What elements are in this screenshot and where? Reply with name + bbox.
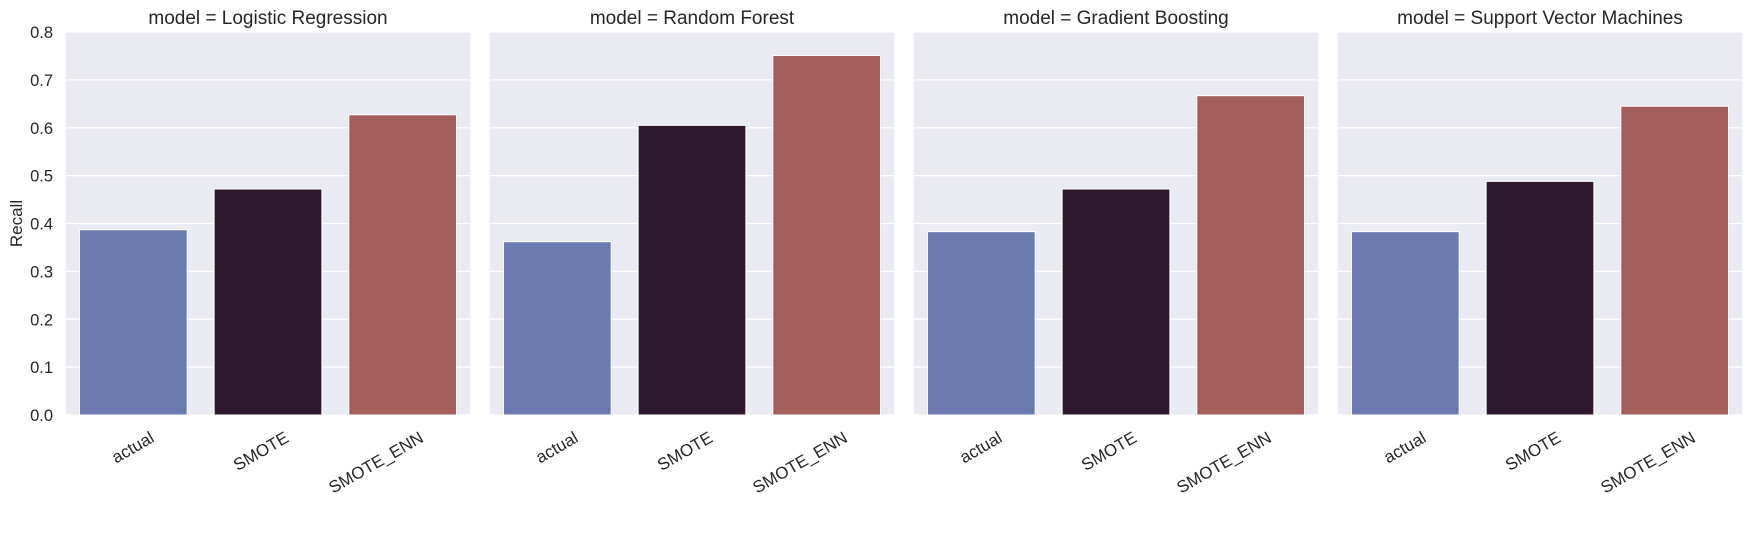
bar-smote	[637, 124, 747, 416]
x-tick-label: actual	[957, 428, 1006, 467]
x-tick-label: SMOTE	[1078, 428, 1140, 475]
panel-title: model = Logistic Regression	[148, 8, 387, 29]
facet-panel-3: model = Gradient Boosting actual SMOTE SMOT…	[914, 8, 1318, 497]
facet-panel-4: model = Support Vector Machines actual SMO…	[1338, 8, 1742, 497]
bar-smote-enn	[1196, 95, 1306, 416]
panel-title: model = Random Forest	[590, 8, 795, 29]
y-tick-label: 0.8	[30, 24, 53, 42]
bar-actual	[78, 229, 188, 416]
x-tick-label: SMOTE_ENN	[750, 428, 851, 497]
y-tick-label: 0.4	[30, 216, 53, 234]
x-tick-label: SMOTE	[230, 428, 292, 475]
facet-panel-2: model = Random Forest actual SMOTE SMOTE_EN…	[490, 8, 894, 497]
x-tick-label: actual	[1381, 428, 1430, 467]
x-tick-label: SMOTE_ENN	[326, 428, 427, 497]
panel-title: model = Gradient Boosting	[1003, 8, 1229, 29]
y-axis-title: Recall	[7, 200, 26, 247]
bar-smote	[1061, 188, 1171, 416]
bar-smote	[1485, 180, 1595, 416]
bar-actual	[1350, 231, 1460, 416]
bar-smote-enn	[772, 54, 882, 416]
y-tick-label: 0.3	[30, 263, 53, 281]
y-tick-label: 0.5	[30, 168, 53, 186]
y-tick-label: 0.1	[30, 359, 53, 377]
y-tick-label: 0.6	[30, 120, 53, 138]
x-tick-label: SMOTE_ENN	[1598, 428, 1699, 497]
x-tick-label: SMOTE	[1502, 428, 1564, 475]
facet-panel-1: model = Logistic Regression actual SMOTE SM…	[66, 8, 470, 497]
x-tick-label: actual	[109, 428, 158, 467]
y-tick-label: 0.7	[30, 72, 53, 90]
x-tick-label: SMOTE	[654, 428, 716, 475]
x-tick-label: actual	[533, 428, 582, 467]
y-tick-label: 0.2	[30, 311, 53, 329]
bar-smote-enn	[1620, 105, 1730, 416]
bar-actual	[926, 231, 1036, 416]
x-tick-label: SMOTE_ENN	[1174, 428, 1275, 497]
bar-smote-enn	[348, 114, 458, 416]
y-tick-label: 0.0	[30, 407, 53, 425]
bar-actual	[502, 241, 612, 416]
panel-title: model = Support Vector Machines	[1397, 8, 1683, 29]
bar-smote	[213, 188, 323, 416]
